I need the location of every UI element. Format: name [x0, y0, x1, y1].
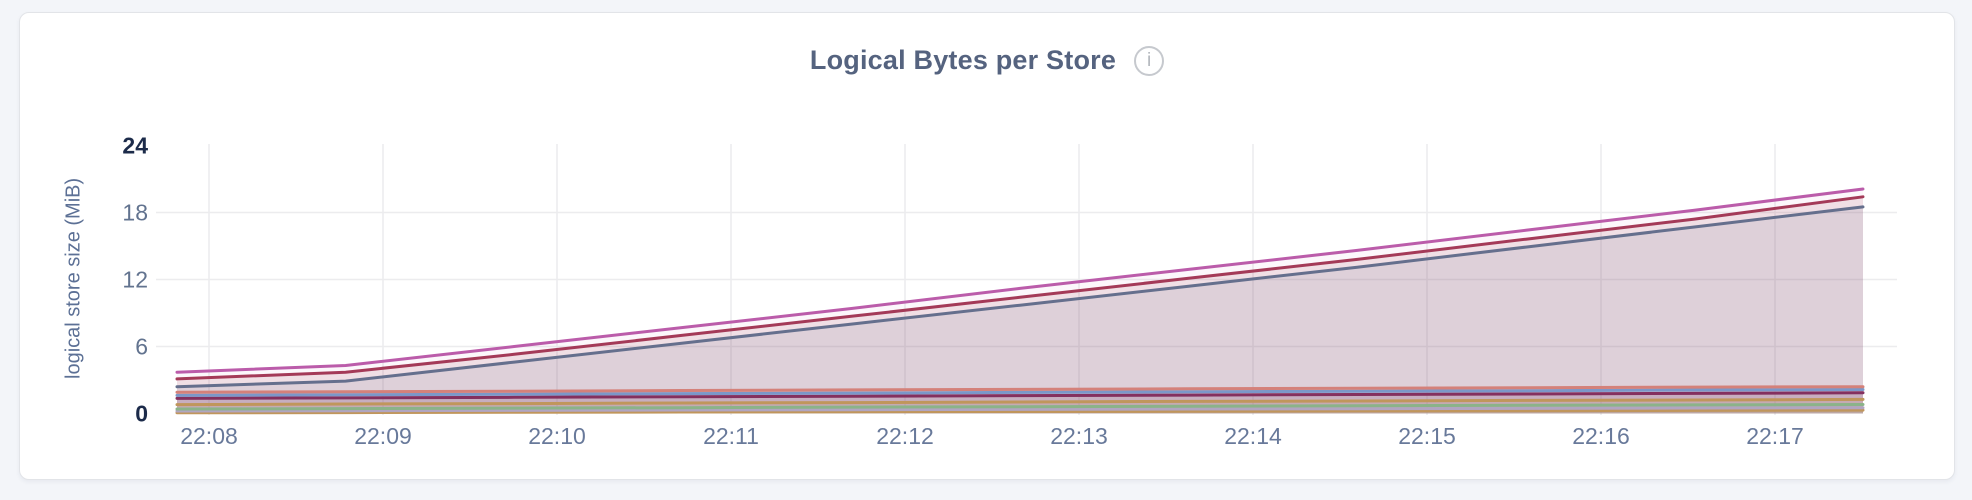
- x-tick-label: 22:09: [354, 423, 412, 449]
- x-tick-label: 22:15: [1398, 423, 1456, 449]
- series-6-line: [175, 391, 1865, 400]
- series-4-line: [175, 385, 1865, 394]
- x-tick-label: 22:16: [1572, 423, 1630, 449]
- x-tick-label: 22:12: [876, 423, 934, 449]
- series-1-area: [177, 189, 1863, 414]
- series-1-line: [175, 187, 1865, 374]
- series-2-line: [175, 195, 1865, 381]
- x-tick-label: 22:11: [703, 423, 759, 449]
- x-tick-label: 22:17: [1746, 423, 1804, 449]
- series-3-line: [175, 205, 1865, 389]
- y-tick-label: 18: [122, 199, 148, 225]
- x-tick-label: 22:13: [1050, 423, 1108, 449]
- series-10-line: [175, 408, 1865, 415]
- series-8-line: [175, 403, 1865, 411]
- chart-header: Logical Bytes per Store i: [20, 45, 1954, 76]
- y-tick-label: 0: [135, 401, 148, 427]
- y-tick-label: 24: [122, 132, 148, 158]
- info-icon[interactable]: i: [1134, 45, 1165, 76]
- series-7-line: [175, 397, 1865, 407]
- chart-title: Logical Bytes per Store: [809, 45, 1117, 75]
- y-tick-label: 12: [122, 266, 148, 292]
- x-tick-label: 22:10: [528, 423, 586, 449]
- y-tick-label: 6: [135, 333, 148, 359]
- x-tick-label: 22:08: [180, 423, 238, 449]
- series-9-line: [175, 406, 1865, 413]
- series-5-line: [175, 388, 1865, 397]
- x-tick-label: 22:14: [1224, 423, 1282, 449]
